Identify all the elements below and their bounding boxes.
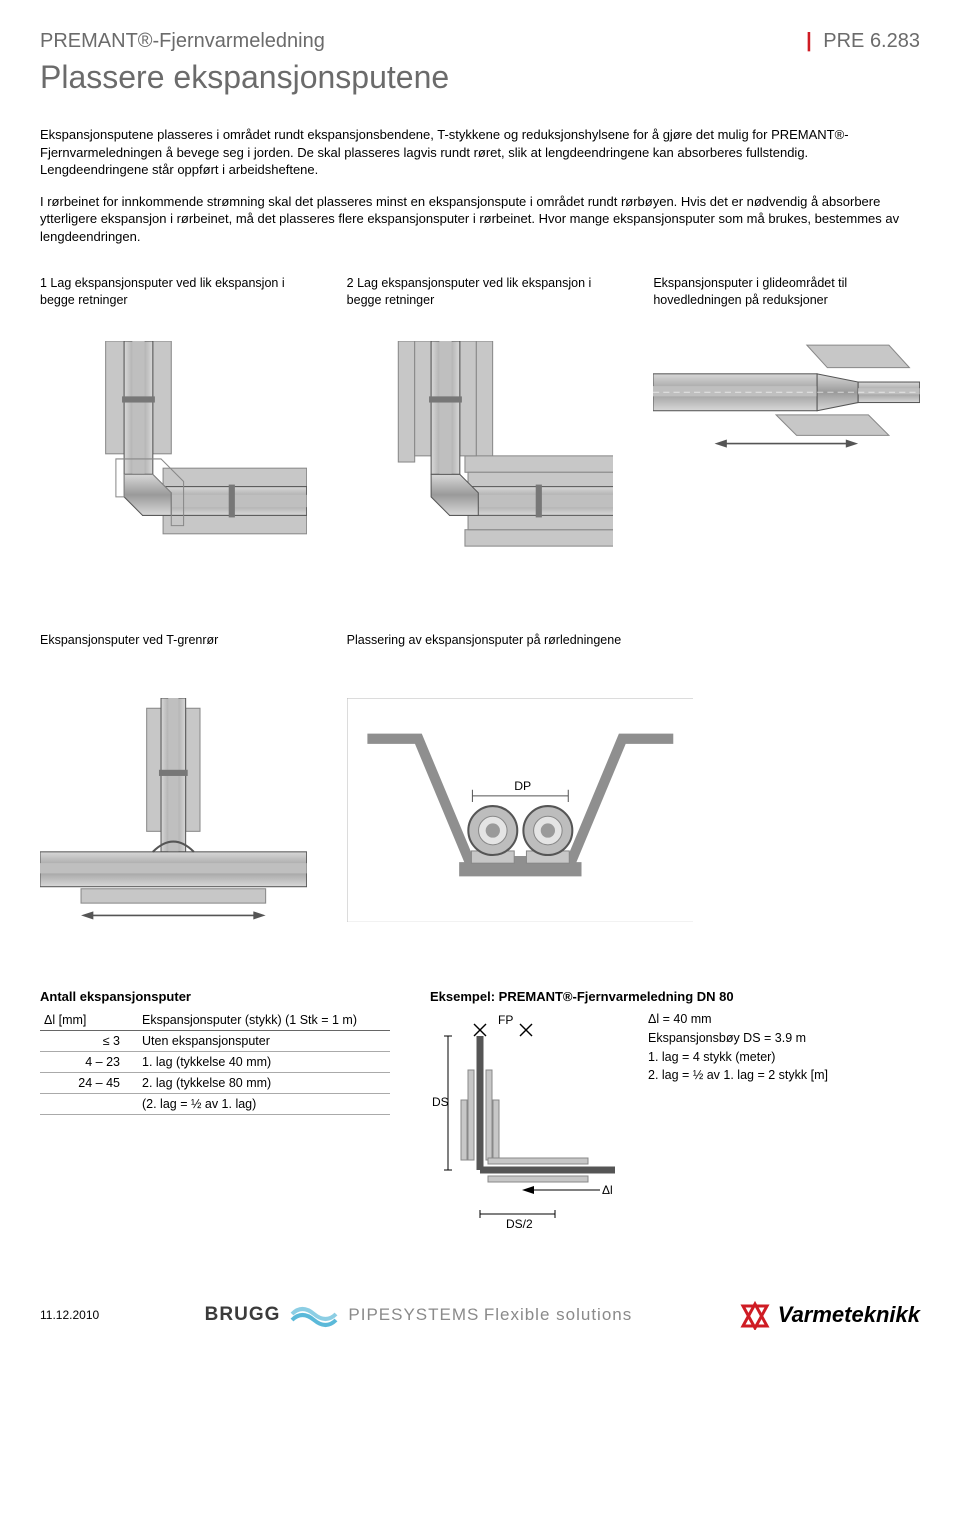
table-row: (2. lag = ½ av 1. lag): [40, 1094, 390, 1115]
fig3-caption: Ekspansjonsputer i glideområdet til hove…: [653, 275, 920, 329]
example-dl-label: Δl: [602, 1183, 613, 1197]
table-row: 24 – 45 2. lag (tykkelse 80 mm): [40, 1073, 390, 1094]
example-FP-label: FP: [498, 1013, 513, 1027]
fig5-trench: DP: [347, 698, 694, 922]
table-row: 4 – 23 1. lag (tykkelse 40 mm): [40, 1052, 390, 1073]
example-item: 2. lag = ½ av 1. lag = 2 stykk [m]: [648, 1066, 828, 1085]
brand-brugg-text: BRUGG: [205, 1304, 281, 1326]
fig3-reducer: [653, 341, 920, 464]
example-DS-label: DS: [432, 1095, 449, 1109]
table-title: Antall ekspansjonsputer: [40, 989, 390, 1004]
brand-varmeteknikk: Varmeteknikk: [738, 1300, 920, 1330]
table-h2: Ekspansjonsputer (stykk) (1 Stk = 1 m): [138, 1010, 390, 1031]
example-item: 1. lag = 4 stykk (meter): [648, 1048, 828, 1067]
brand-pipesystems-text: PIPESYSTEMS: [348, 1305, 479, 1324]
doc-code-bar: |: [806, 30, 818, 52]
fig2-caption: 2 Lag ekspansjonsputer ved lik ekspansjo…: [347, 275, 614, 329]
brand-varmeteknikk-text: Varmeteknikk: [778, 1302, 920, 1328]
fig1-elbow-1layer: [40, 341, 307, 577]
fig5-caption: Plassering av ekspansjonsputer på rørled…: [347, 632, 694, 686]
fig4-tee: [40, 698, 307, 934]
brand-pipesystems-sub: Flexible solutions: [484, 1305, 632, 1324]
doc-code-prefix: PRE: [823, 30, 864, 52]
table-row: ≤ 3 Uten ekspansjonsputer: [40, 1031, 390, 1052]
doc-code-num: 6.283: [870, 30, 920, 52]
example-values: Δl = 40 mm Ekspansjonsbøy DS = 3.9 m 1. …: [648, 1010, 828, 1230]
fig2-elbow-2layer: [347, 341, 614, 577]
table-pads: Δl [mm] Ekspansjonsputer (stykk) (1 Stk …: [40, 1010, 390, 1115]
example-diagram: FP DS: [430, 1010, 630, 1230]
table-h1: Δl [mm]: [40, 1010, 138, 1031]
varmeteknikk-logo-icon: [738, 1300, 772, 1330]
intro-p1: Ekspansjonsputene plasseres i området ru…: [40, 126, 920, 179]
intro-text: Ekspansjonsputene plasseres i området ru…: [40, 126, 920, 245]
fig5-DP-label: DP: [514, 779, 531, 793]
intro-p2: I rørbeinet for innkommende strømning sk…: [40, 193, 920, 246]
example-item: Ekspansjonsbøy DS = 3.9 m: [648, 1029, 828, 1048]
fig1-caption: 1 Lag ekspansjonsputer ved lik ekspansjo…: [40, 275, 307, 329]
page-title: Plassere ekspansjonsputene: [40, 59, 920, 96]
example-title: Eksempel: PREMANT®-Fjernvarmeledning DN …: [430, 989, 920, 1004]
example-item: Δl = 40 mm: [648, 1010, 828, 1029]
brand-brugg: BRUGG PIPESYSTEMS Flexible solutions: [205, 1302, 633, 1328]
footer-date: 11.12.2010: [40, 1308, 99, 1322]
example-DS2-label: DS/2: [506, 1217, 533, 1230]
doc-product-line: PREMANT®-Fjernvarmeledning: [40, 30, 325, 53]
doc-code: | PRE 6.283: [806, 30, 920, 53]
fig4-caption: Ekspansjonsputer ved T-grenrør: [40, 632, 307, 686]
brugg-logo-icon: [290, 1302, 338, 1328]
